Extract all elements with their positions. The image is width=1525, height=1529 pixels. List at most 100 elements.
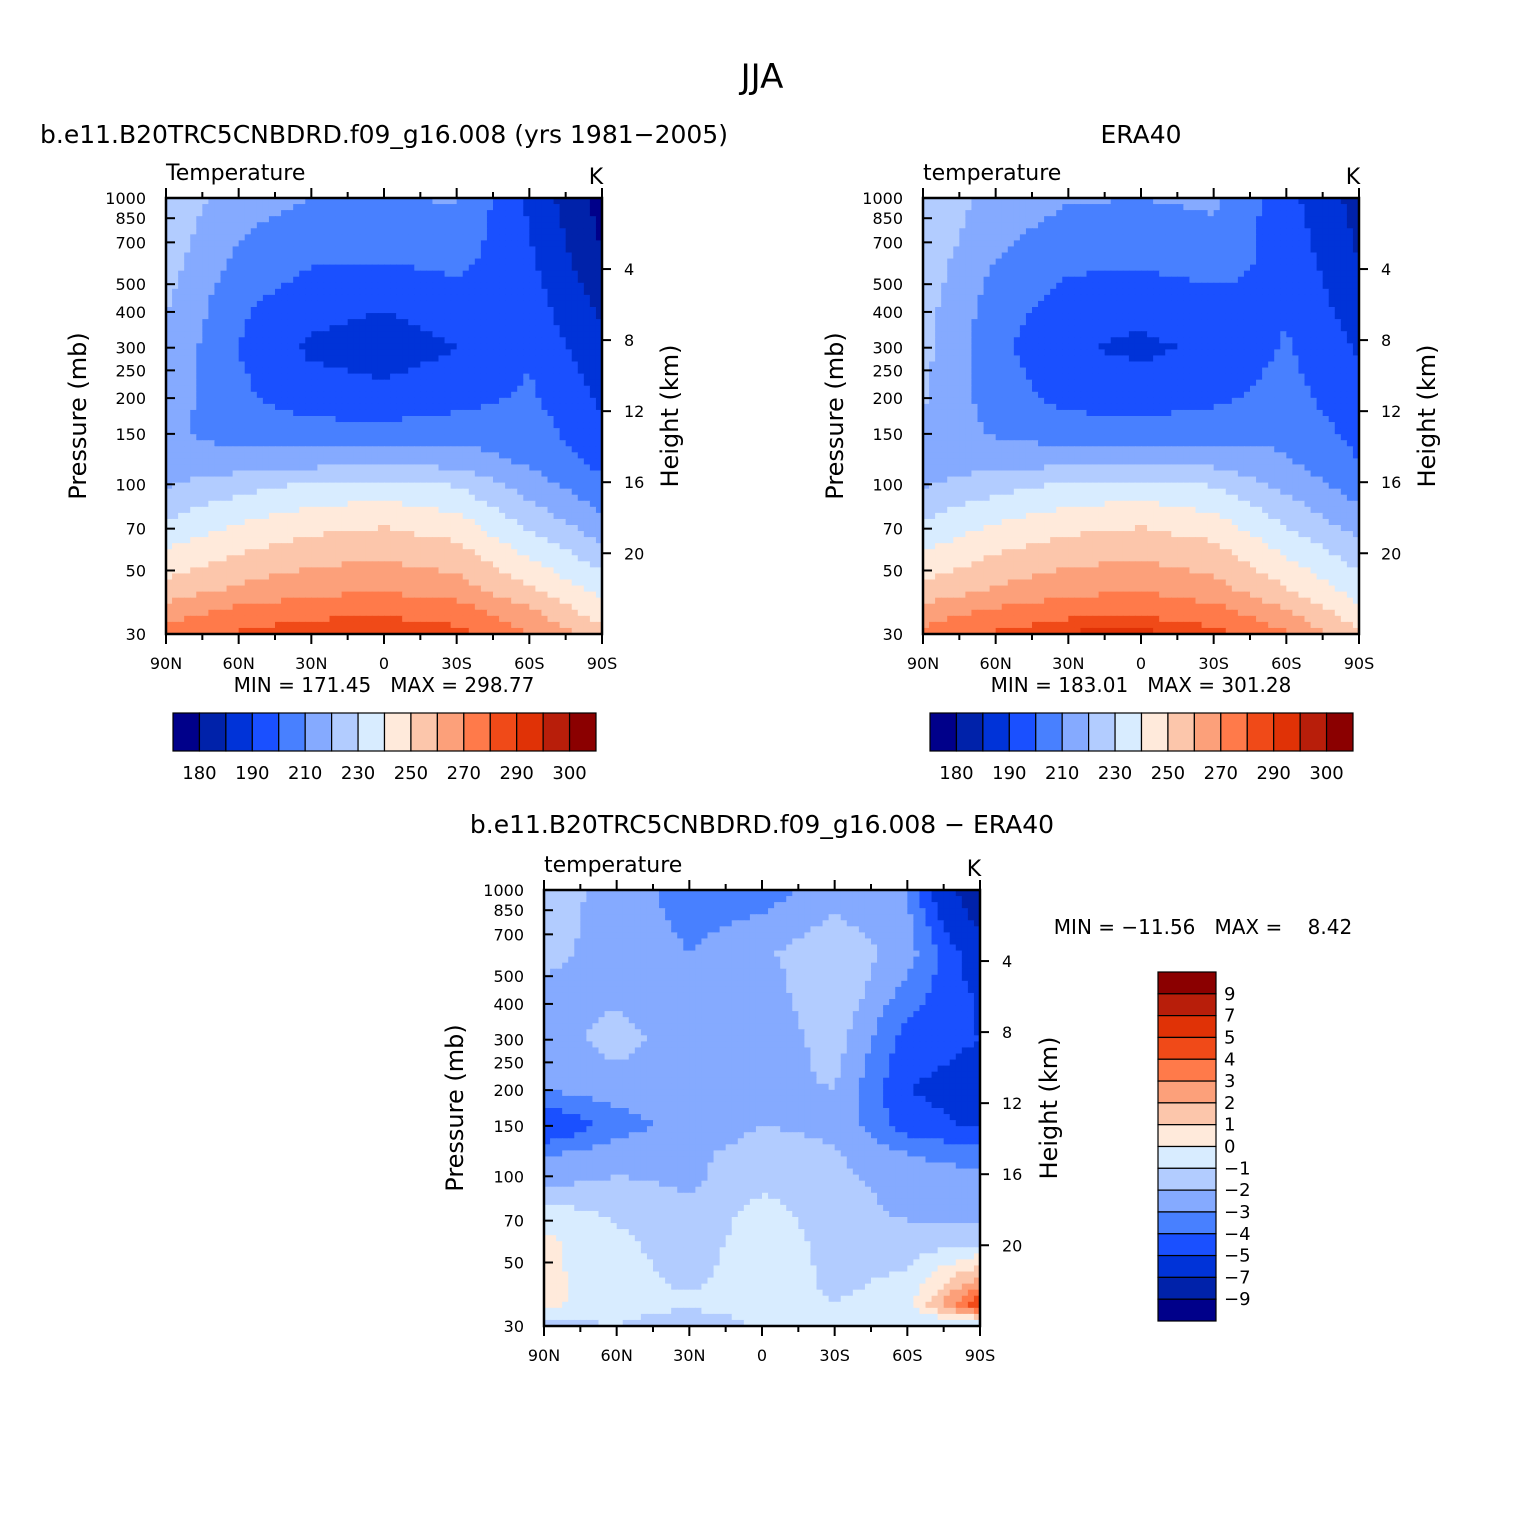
heat-cell [220,579,228,587]
heat-cell [305,319,312,326]
heat-cell [474,458,482,466]
heat-cell [238,615,246,623]
heat-cell [359,579,367,587]
heat-cell [553,319,561,326]
heat-cell [583,270,591,278]
heat-cell [293,464,300,472]
heat-cell [190,525,197,532]
heat-cell [583,246,591,254]
heat-cell [480,252,488,260]
heat-cell [517,549,524,556]
heat-cell [426,385,434,393]
heat-cell [341,500,349,508]
heat-cell [408,216,415,223]
heat-cell [341,549,349,556]
heat-cell [468,434,476,441]
heat-cell [208,506,216,514]
heat-cell [275,476,282,484]
heat-cell [595,300,602,308]
heat-cell [547,446,555,453]
heat-cell [402,512,409,520]
heat-cell [426,567,434,575]
heat-cell [402,603,409,611]
heat-cell [444,464,452,472]
heat-cell [323,567,331,575]
heat-cell [305,313,312,320]
heat-cell [384,446,391,453]
heat-cell [341,234,349,241]
heat-cell [456,428,464,435]
heat-cell [281,440,288,447]
heat-cell [583,409,591,417]
heat-cell [166,488,173,496]
heat-cell [396,482,403,490]
heat-cell [511,258,518,266]
heat-cell [583,464,591,472]
heat-cell [275,288,282,296]
heat-cell [365,549,373,556]
heat-cell [311,294,318,302]
heat-cell [250,482,258,490]
heat-cell [493,252,500,260]
heat-cell [341,470,349,478]
heat-cell [214,325,222,332]
heat-cell [184,373,191,381]
heat-cell [184,288,191,296]
heat-cell [511,537,518,544]
heat-cell [577,434,585,441]
heat-cell [414,409,421,417]
heat-cell [565,482,573,490]
heat-cell [474,403,482,411]
heat-cell [583,567,591,575]
heat-cell [172,446,179,453]
heat-cell [359,549,367,556]
heat-cell [353,391,361,399]
heat-cell [220,416,228,423]
heat-cell [414,597,421,605]
heat-cell [414,537,421,544]
heat-cell [190,337,197,344]
heat-cell [511,246,518,254]
heat-cell [517,434,524,441]
heat-cell [529,234,536,241]
heat-cell [208,234,216,241]
heat-cell [571,518,579,526]
heat-cell [214,276,222,284]
heat-cell [499,555,506,562]
heat-cell [347,476,355,484]
heat-cell [571,264,579,272]
heat-cell [275,313,282,320]
heat-cell [256,282,264,290]
heat-cell [311,428,318,435]
heat-cell [456,264,464,272]
heat-cell [414,331,421,338]
heat-cell [529,476,536,484]
heat-cell [462,500,470,508]
heat-cell [450,228,458,235]
heat-cell [517,361,524,369]
heat-cell [486,313,494,320]
heat-cell [323,434,331,441]
heat-cell [377,349,385,357]
heat-cell [208,585,216,593]
heat-cell [595,591,602,599]
heat-cell [166,240,173,248]
heat-cell [166,518,173,526]
heat-cell [365,228,373,235]
heat-cell [190,555,197,562]
heat-cell [166,452,173,459]
heat-cell [353,603,361,611]
heat-cell [541,403,549,411]
heat-cell [281,409,288,417]
heat-cell [468,494,476,502]
heat-cell [384,585,391,593]
heat-cell [244,397,252,405]
heat-cell [353,537,361,544]
heat-cell [595,543,602,550]
heat-cell [523,307,530,314]
heat-cell [377,561,385,568]
heat-cell [541,228,549,235]
heat-cell [426,446,434,453]
heat-cell [341,416,349,423]
heat-cell [208,428,216,435]
